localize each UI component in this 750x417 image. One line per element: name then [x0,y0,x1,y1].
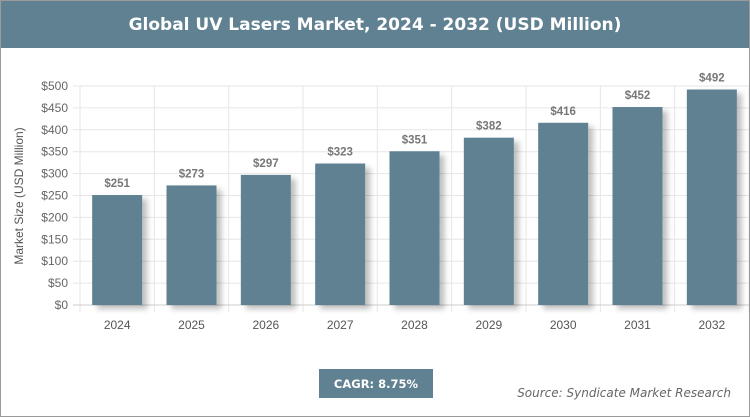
x-tick-label: 2026 [252,318,279,332]
y-tick-label: $0 [55,298,69,312]
bar [538,122,589,306]
y-tick-label: $100 [41,254,68,268]
y-tick-label: $450 [41,101,68,115]
y-tick-label: $500 [41,79,68,93]
data-label: $351 [402,134,428,146]
bar [240,174,291,305]
y-tick-label: $400 [41,123,68,137]
cagr-badge: CAGR: 8.75% [319,369,433,398]
bar [315,163,366,305]
data-label: $382 [476,121,502,133]
data-label: $452 [625,90,651,102]
bar [92,195,143,305]
y-tick-label: $350 [41,145,68,159]
x-tick-label: 2030 [550,318,577,332]
data-label: $297 [253,158,279,170]
x-tick-label: 2025 [178,318,205,332]
x-tick-label: 2028 [401,318,428,332]
y-axis-title: Market Size (USD Million) [12,127,26,264]
x-tick-label: 2027 [327,318,354,332]
data-label: $273 [179,168,205,180]
bar [612,107,663,305]
x-tick-label: 2031 [624,318,651,332]
data-label: $251 [104,178,130,190]
y-tick-label: $50 [48,276,68,290]
y-tick-label: $250 [41,189,68,203]
x-tick-label: 2024 [104,318,131,332]
bar [389,151,440,305]
y-tick-label: $200 [41,210,68,224]
source-note: Source: Syndicate Market Research [517,386,731,400]
x-tick-label: 2032 [698,318,725,332]
bar [463,137,514,305]
y-tick-label: $150 [41,232,68,246]
data-label: $323 [327,147,353,159]
chart-title: Global UV Lasers Market, 2024 - 2032 (US… [1,1,749,48]
y-tick-label: $300 [41,167,68,181]
bar-chart: $0 $50 $100 $150 $200 $250 $300 $350 $400 $450 $50… [12,73,749,332]
data-label: $492 [699,73,725,85]
bar [686,89,737,305]
bar [166,185,217,305]
x-tick-label: 2029 [475,318,502,332]
data-label: $416 [550,106,576,118]
